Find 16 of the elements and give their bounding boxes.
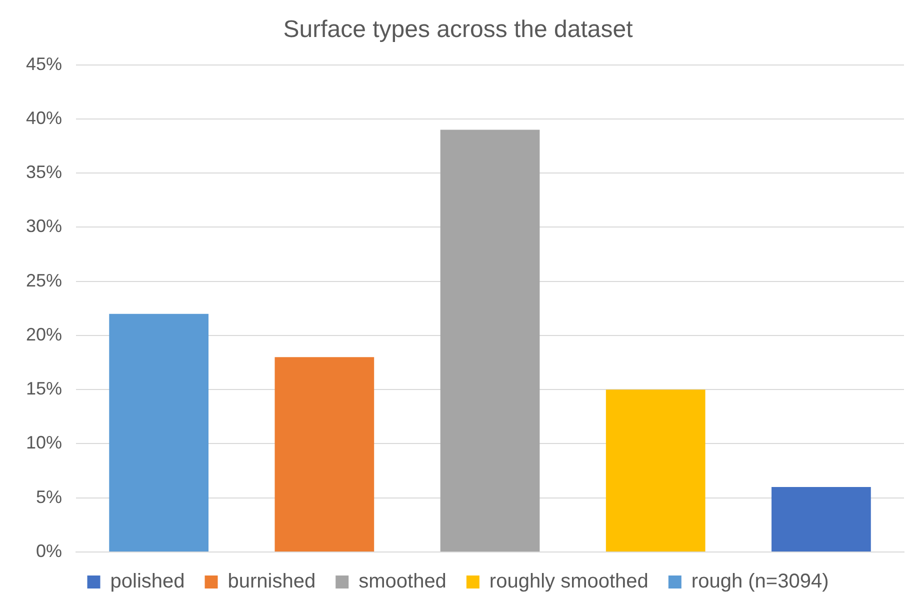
legend-label: rough (n=3094): [691, 570, 829, 593]
y-tick-label: 35%: [26, 162, 62, 182]
legend-label: polished: [110, 570, 185, 593]
chart-title: Surface types across the dataset: [283, 16, 634, 44]
legend-label: roughly smoothed: [489, 570, 648, 593]
legend-label: burnished: [228, 570, 316, 593]
y-tick-label: 0%: [36, 540, 62, 561]
y-tick-label: 40%: [26, 108, 62, 128]
y-tick-label: 5%: [36, 486, 62, 507]
y-tick-label: 45%: [26, 54, 62, 74]
y-tick-label: 20%: [26, 324, 62, 344]
legend-label: smoothed: [358, 570, 446, 593]
y-tick-label: 10%: [26, 432, 62, 453]
y-tick-label: 30%: [26, 216, 62, 236]
y-tick-label: 15%: [26, 378, 62, 399]
y-tick-label: 25%: [26, 270, 62, 290]
